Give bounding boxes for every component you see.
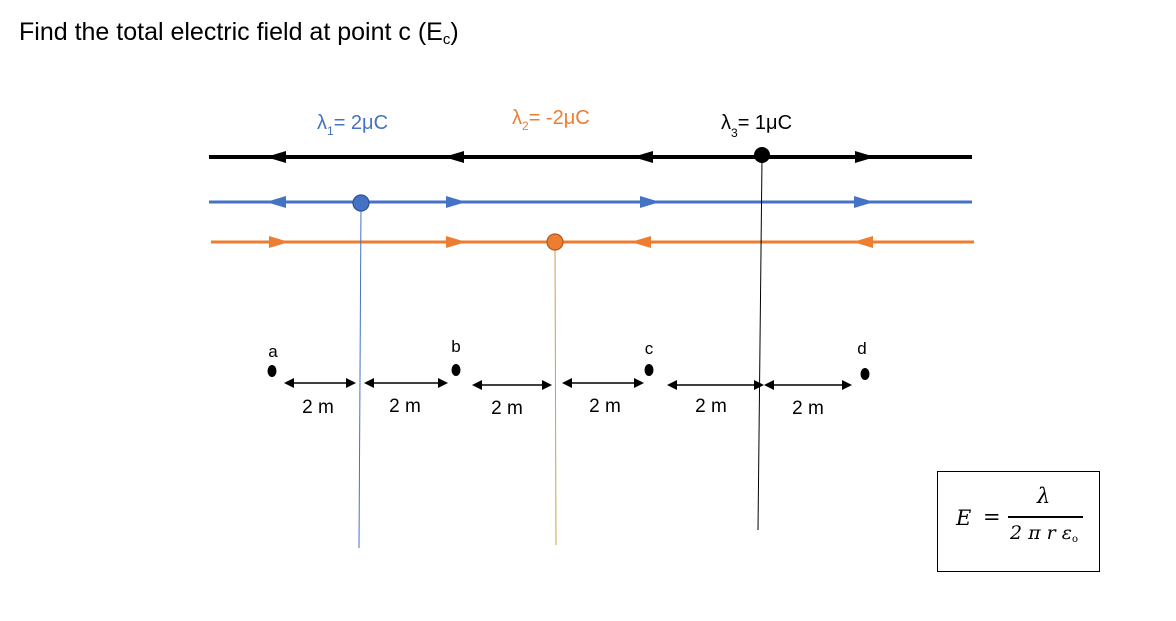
black-arrow-left-3: [633, 151, 653, 163]
orange-charge-point: [546, 233, 564, 251]
distance-label-3: 2 m: [491, 398, 523, 419]
blue-charge-point: [352, 194, 370, 212]
question-close-paren: ): [450, 18, 459, 46]
black-arrow-left-2: [444, 151, 464, 163]
distance-arrow-2: [364, 378, 448, 388]
distance-label-6: 2 m: [792, 398, 824, 419]
blue-arrow-right-1: [446, 196, 466, 208]
distance-arrow-6: [764, 380, 852, 390]
distance-label-5: 2 m: [695, 396, 727, 417]
question-subscript: c: [442, 31, 451, 48]
black-arrow-left-1: [266, 151, 286, 163]
orange-vertical-line: [554, 243, 557, 546]
black-charge-point: [754, 147, 770, 163]
orange-arrow-right-1: [269, 236, 289, 248]
blue-vertical-line: [358, 203, 362, 549]
point-a-label: a: [268, 342, 278, 361]
formula-lhs: E: [956, 506, 972, 530]
distance-arrow-5: [667, 380, 764, 390]
formula-equals: =: [983, 505, 1001, 529]
lambda2-label: λ2= -2μC: [512, 107, 590, 133]
lambda1-label: λ1= 2μC: [317, 112, 388, 138]
blue-arrow-right-3: [854, 196, 874, 208]
blue-arrow-right-2: [640, 196, 660, 208]
black-vertical-line: [757, 157, 763, 531]
point-c-dot: [644, 364, 654, 376]
distance-arrow-4: [562, 378, 644, 388]
question-title: Find the total electric field at point c…: [19, 18, 459, 48]
point-d-dot: [860, 368, 870, 380]
distance-arrow-1: [284, 378, 356, 388]
orange-arrow-left-2: [853, 236, 873, 248]
lambda3-label: λ3= 1μC: [721, 112, 792, 140]
orange-arrow-left-1: [631, 236, 651, 248]
point-c-label: c: [645, 339, 654, 358]
distance-label-1: 2 m: [302, 397, 334, 418]
point-b-dot: [451, 364, 461, 376]
orange-arrow-right-2: [446, 236, 466, 248]
blue-arrow-left: [266, 196, 286, 208]
point-a-dot: [267, 365, 277, 377]
formula-denominator: 2 π r εo: [1010, 522, 1079, 545]
black-arrow-right: [855, 151, 875, 163]
distance-label-4: 2 m: [589, 396, 621, 417]
formula-fraction-bar: [1008, 516, 1083, 518]
formula-box: E = λ 2 π r εo: [937, 471, 1100, 572]
question-text: Find the total electric field at point c…: [19, 18, 443, 46]
distance-arrow-3: [472, 380, 552, 390]
distance-label-2: 2 m: [389, 396, 421, 417]
point-b-label: b: [451, 337, 460, 356]
point-d-label: d: [857, 339, 866, 358]
formula-numerator: λ: [1037, 484, 1051, 508]
